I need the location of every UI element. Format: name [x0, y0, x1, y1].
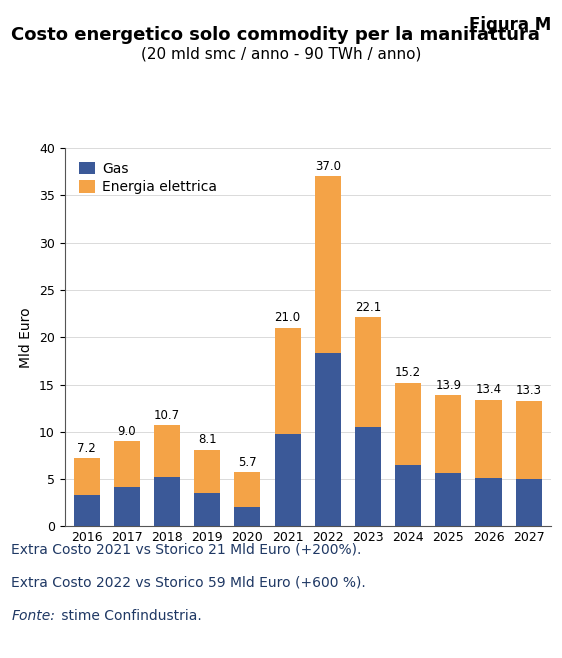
Y-axis label: Mld Euro: Mld Euro [20, 307, 34, 368]
Bar [315, 176, 341, 353]
Bar [234, 472, 261, 507]
Bar [515, 479, 542, 526]
Bar [475, 399, 501, 478]
Bar [154, 425, 180, 477]
Bar [395, 465, 421, 526]
Bar [154, 477, 180, 526]
Text: 8.1: 8.1 [198, 434, 216, 447]
Text: 9.0: 9.0 [117, 425, 136, 438]
Bar [275, 328, 301, 434]
Bar [234, 507, 261, 526]
Text: Extra Costo 2021 vs Storico 21 Mld Euro (+200%).: Extra Costo 2021 vs Storico 21 Mld Euro … [11, 543, 361, 557]
Bar [315, 353, 341, 526]
Text: 37.0: 37.0 [315, 160, 341, 173]
Bar [475, 478, 501, 526]
Text: 13.4: 13.4 [475, 384, 501, 396]
Text: 15.2: 15.2 [395, 367, 421, 379]
Bar [355, 427, 381, 526]
Text: 5.7: 5.7 [238, 456, 257, 469]
Text: Figura M: Figura M [469, 16, 551, 34]
Text: 21.0: 21.0 [275, 311, 301, 324]
Bar [194, 450, 220, 494]
Text: 13.9: 13.9 [435, 378, 461, 392]
Bar [74, 459, 100, 495]
Bar [395, 383, 421, 465]
Bar [355, 317, 381, 427]
Text: 10.7: 10.7 [154, 409, 180, 422]
Text: 13.3: 13.3 [516, 384, 542, 397]
Text: Extra Costo 2022 vs Storico 59 Mld Euro (+600 %).: Extra Costo 2022 vs Storico 59 Mld Euro … [11, 576, 366, 590]
Text: (20 mld smc / anno - 90 TWh / anno): (20 mld smc / anno - 90 TWh / anno) [141, 46, 421, 61]
Text: 7.2: 7.2 [78, 442, 96, 455]
Legend: Gas, Energia elettrica: Gas, Energia elettrica [71, 155, 224, 201]
Bar [114, 442, 140, 487]
Bar [275, 434, 301, 526]
Text: Fonte:: Fonte: [11, 609, 55, 622]
Bar [194, 494, 220, 526]
Bar [435, 474, 461, 526]
Text: Costo energetico solo commodity per la manifattura: Costo energetico solo commodity per la m… [11, 26, 540, 44]
Text: stime Confindustria.: stime Confindustria. [57, 609, 202, 622]
Bar [435, 395, 461, 474]
Bar [515, 401, 542, 479]
Text: 22.1: 22.1 [355, 301, 381, 314]
Bar [114, 487, 140, 526]
Bar [74, 495, 100, 526]
